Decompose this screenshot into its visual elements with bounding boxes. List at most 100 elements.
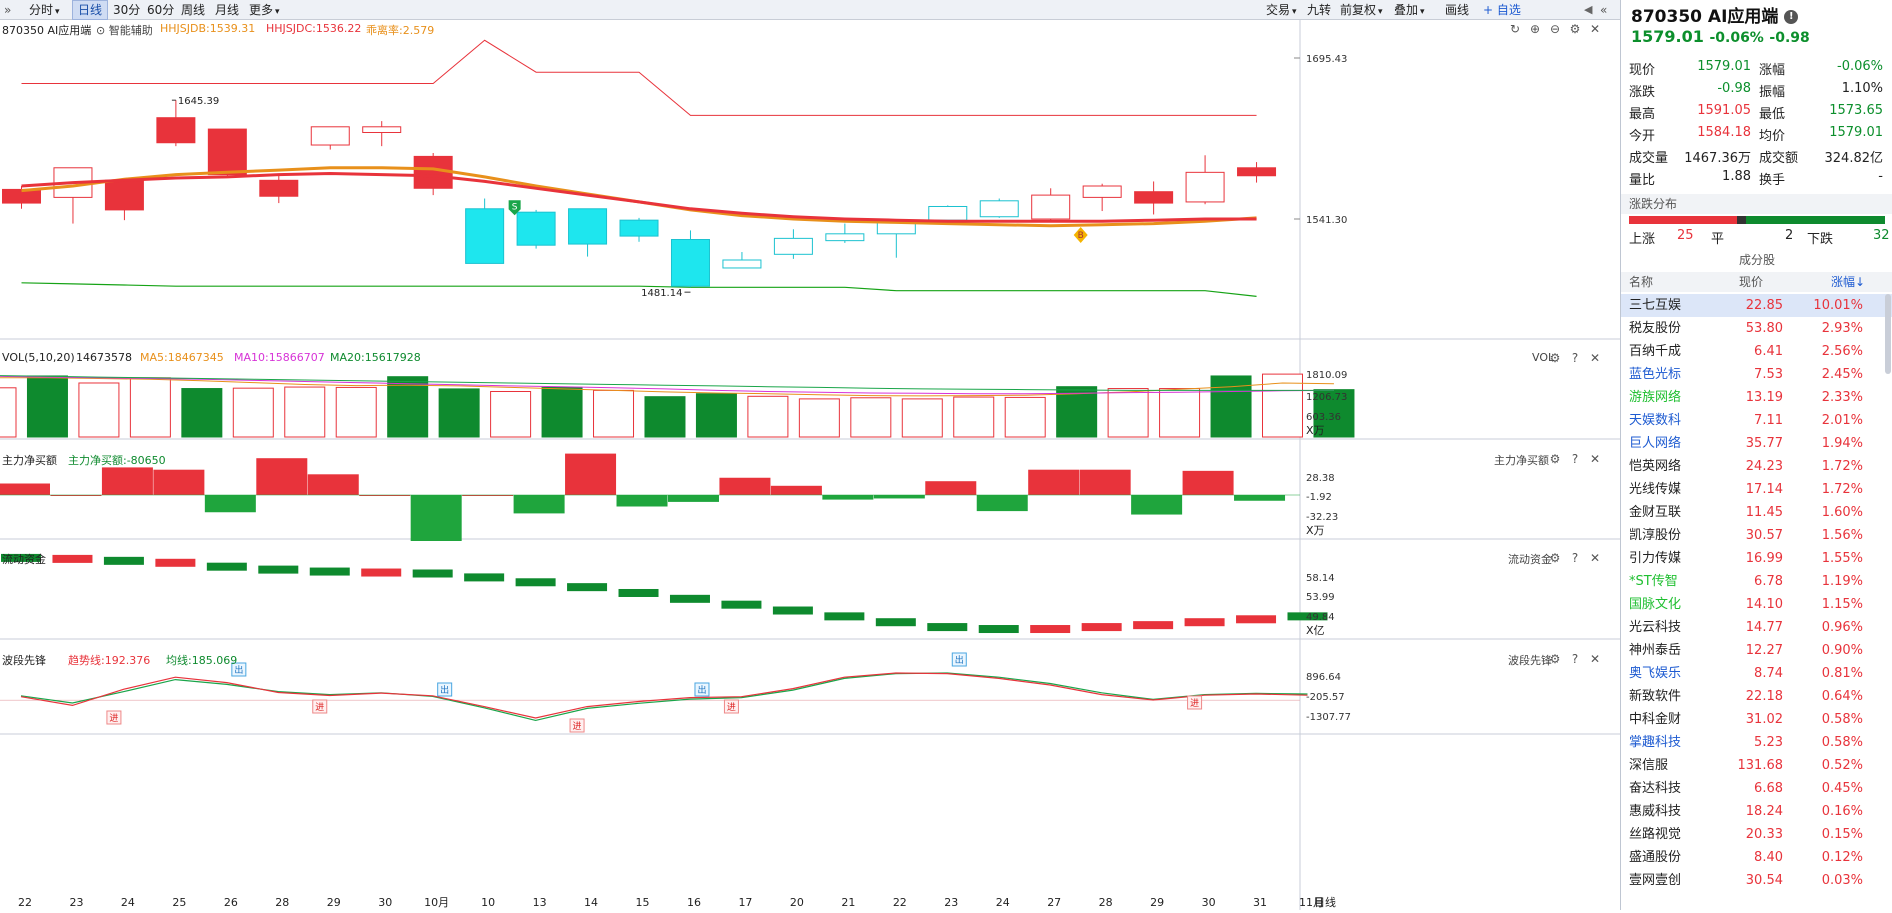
toolbar-right-2[interactable]: 前复权 ▾ <box>1340 3 1383 17</box>
refresh-icon[interactable]: ↻ <box>1509 22 1521 36</box>
wave-in-marker[interactable] <box>1187 695 1203 710</box>
candle-body[interactable] <box>1134 191 1174 204</box>
close-icon[interactable]: ✕ <box>1589 452 1601 466</box>
candle-body[interactable] <box>465 208 505 264</box>
wave-in-marker[interactable] <box>723 699 739 714</box>
close-icon[interactable]: ✕ <box>1589 22 1601 36</box>
candle-body[interactable] <box>619 219 659 237</box>
toolbar-period-5[interactable]: 月线 <box>215 3 240 17</box>
sort-desc-icon[interactable]: ↓ <box>1855 275 1866 289</box>
candle-body[interactable] <box>1237 167 1277 177</box>
toolbar-more[interactable]: 更多 ▾ <box>249 3 280 17</box>
toolbar-period-3[interactable]: 60分 <box>147 3 175 17</box>
constituent-row[interactable]: 神州泰岳 12.27 0.90% <box>1621 639 1892 662</box>
constituent-row[interactable]: 惠威科技 18.24 0.16% <box>1621 800 1892 823</box>
collapse-icon[interactable]: » <box>4 3 12 17</box>
wave-out-marker[interactable] <box>437 682 453 697</box>
constituent-row[interactable]: 中科金财 31.02 0.58% <box>1621 708 1892 731</box>
toolbar-right-3[interactable]: 叠加 ▾ <box>1394 3 1425 17</box>
constituent-row[interactable]: 掌趣科技 5.23 0.58% <box>1621 731 1892 754</box>
info-icon[interactable]: ! <box>1784 10 1799 24</box>
constituent-row[interactable]: 游族网络 13.19 2.33% <box>1621 386 1892 409</box>
scroll-left-icon[interactable]: ◀ <box>1584 3 1593 16</box>
zoom-in-icon[interactable]: ⊕ <box>1529 22 1541 36</box>
chart-area[interactable]: 1695.43 1541.30 1645.39 1481.14 S B 1810.09 120… <box>0 20 1620 910</box>
toolbar-period-4[interactable]: 周线 <box>181 3 206 17</box>
candle-body[interactable] <box>979 200 1019 218</box>
toolbar-intraday[interactable]: 分时 ▾ <box>29 3 60 17</box>
toolbar-right-1[interactable]: 九转 <box>1307 3 1332 17</box>
constituent-row[interactable]: 壹网壹创 30.54 0.03% <box>1621 869 1892 892</box>
sell-signal-icon[interactable] <box>508 200 521 216</box>
constituent-row[interactable]: 巨人网络 35.77 1.94% <box>1621 432 1892 455</box>
toolbar-daily[interactable]: 日线 <box>72 0 109 20</box>
wave-out-marker[interactable] <box>231 662 247 677</box>
constituent-row[interactable]: 恺英网络 24.23 1.72% <box>1621 455 1892 478</box>
constituent-row[interactable]: *ST传智 6.78 1.19% <box>1621 570 1892 593</box>
constituent-row[interactable]: 奥飞娱乐 8.74 0.81% <box>1621 662 1892 685</box>
wave-in-marker[interactable] <box>569 718 585 733</box>
constituent-row[interactable]: 百纳千成 6.41 2.56% <box>1621 340 1892 363</box>
wave-in-marker[interactable] <box>106 710 122 725</box>
constituent-row[interactable]: 三七互娱 22.85 10.01% <box>1621 294 1892 317</box>
col-change[interactable]: 涨幅↓ <box>1831 272 1865 292</box>
gear-icon[interactable]: ⚙ <box>1549 452 1561 466</box>
candle-body[interactable] <box>2 188 41 204</box>
constituent-row[interactable]: 天娱数科 7.11 2.01% <box>1621 409 1892 432</box>
candle-body[interactable] <box>516 211 556 246</box>
candle-body[interactable] <box>1185 171 1225 203</box>
buy-signal-icon[interactable] <box>1073 227 1088 244</box>
toolbar-right-4[interactable]: 画线 <box>1445 3 1470 17</box>
candle-body[interactable] <box>568 208 608 245</box>
expand-icon[interactable]: « <box>1600 3 1608 17</box>
candle-body[interactable] <box>362 126 402 133</box>
help-icon[interactable]: ? <box>1571 351 1579 365</box>
constituent-row[interactable]: 蓝色光标 7.53 2.45% <box>1621 363 1892 386</box>
candle-body[interactable] <box>670 239 710 287</box>
gear-icon[interactable]: ⚙ <box>1549 551 1561 565</box>
toolbar-period-2[interactable]: 30分 <box>113 3 141 17</box>
constituent-row[interactable]: 光云科技 14.77 0.96% <box>1621 616 1892 639</box>
help-icon[interactable]: ? <box>1571 652 1579 666</box>
col-price[interactable]: 现价 <box>1739 275 1764 289</box>
constituent-row[interactable]: 新致软件 22.18 0.64% <box>1621 685 1892 708</box>
candle-body[interactable] <box>259 179 299 197</box>
candle-body[interactable] <box>825 233 865 242</box>
candle-body[interactable] <box>1082 185 1122 198</box>
wave-out-marker[interactable] <box>951 652 967 667</box>
candle-body[interactable] <box>928 205 968 221</box>
zoom-out-icon[interactable]: ⊖ <box>1549 22 1561 36</box>
constituent-row[interactable]: 金财互联 11.45 1.60% <box>1621 501 1892 524</box>
close-icon[interactable]: ✕ <box>1589 551 1601 565</box>
candle-body[interactable] <box>207 128 247 176</box>
close-icon[interactable]: ✕ <box>1589 652 1601 666</box>
smart-assist-toggle[interactable]: ⊙ 智能辅助 <box>96 24 153 37</box>
toolbar-right-0[interactable]: 交易 ▾ <box>1266 3 1297 17</box>
constituent-row[interactable]: 国脉文化 14.10 1.15% <box>1621 593 1892 616</box>
col-name[interactable]: 名称 <box>1629 275 1654 289</box>
gear-icon[interactable]: ⚙ <box>1549 652 1561 666</box>
toolbar-right-5[interactable]: + 自选 <box>1483 3 1521 17</box>
constituent-row[interactable]: 深信服 131.68 0.52% <box>1621 754 1892 777</box>
wave-out-marker[interactable] <box>694 682 710 697</box>
help-icon[interactable]: ? <box>1571 452 1579 466</box>
list-scrollbar[interactable] <box>1885 294 1891 374</box>
constituent-row[interactable]: 税友股份 53.80 2.93% <box>1621 317 1892 340</box>
wave-in-marker[interactable] <box>312 699 328 714</box>
candle-body[interactable] <box>104 179 144 211</box>
constituent-row[interactable]: 引力传媒 16.99 1.55% <box>1621 547 1892 570</box>
constituent-row[interactable]: 盛通股份 8.40 0.12% <box>1621 846 1892 869</box>
candle-body[interactable] <box>1031 194 1071 220</box>
candle-body[interactable] <box>156 117 196 144</box>
help-icon[interactable]: ? <box>1571 551 1579 565</box>
constituent-row[interactable]: 凯淳股份 30.57 1.56% <box>1621 524 1892 547</box>
candle-body[interactable] <box>722 259 762 269</box>
close-icon[interactable]: ✕ <box>1589 351 1601 365</box>
constituent-row[interactable]: 光线传媒 17.14 1.72% <box>1621 478 1892 501</box>
constituent-row[interactable]: 丝路视觉 20.33 0.15% <box>1621 823 1892 846</box>
candle-body[interactable] <box>773 237 813 255</box>
gear-icon[interactable]: ⚙ <box>1569 22 1581 36</box>
chart-svg[interactable]: 1695.43 1541.30 1645.39 1481.14 S B 1810.09 120… <box>0 20 1620 910</box>
gear-icon[interactable]: ⚙ <box>1549 351 1561 365</box>
constituent-row[interactable]: 奋达科技 6.68 0.45% <box>1621 777 1892 800</box>
